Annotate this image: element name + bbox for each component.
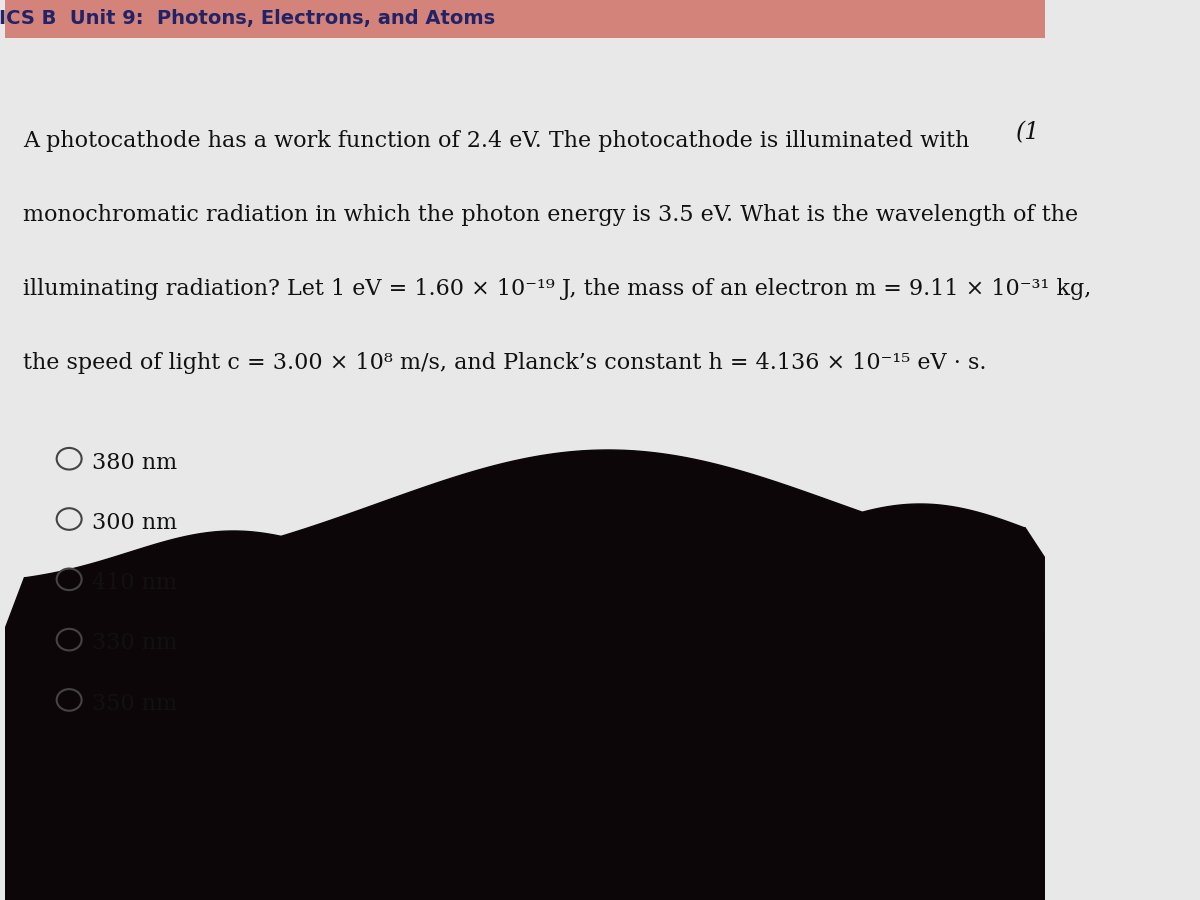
Bar bbox=[5, 0, 1045, 38]
Text: 350 nm: 350 nm bbox=[92, 693, 178, 715]
Text: (1: (1 bbox=[1015, 122, 1039, 145]
Text: 300 nm: 300 nm bbox=[92, 512, 178, 534]
Text: 330 nm: 330 nm bbox=[92, 633, 178, 654]
Polygon shape bbox=[5, 450, 1045, 900]
Text: A photocathode has a work function of 2.4 eV. The photocathode is illuminated wi: A photocathode has a work function of 2.… bbox=[23, 130, 970, 152]
Text: the speed of light c = 3.00 × 10⁸ m/s, and Planck’s constant h = 4.136 × 10⁻¹⁵ e: the speed of light c = 3.00 × 10⁸ m/s, a… bbox=[23, 352, 986, 374]
Text: 410 nm: 410 nm bbox=[92, 572, 176, 594]
Text: monochromatic radiation in which the photon energy is 3.5 eV. What is the wavele: monochromatic radiation in which the pho… bbox=[23, 204, 1079, 226]
Text: 380 nm: 380 nm bbox=[92, 452, 178, 473]
Text: ICS B  Unit 9:  Photons, Electrons, and Atoms: ICS B Unit 9: Photons, Electrons, and At… bbox=[0, 9, 496, 29]
Bar bbox=[5, 630, 1045, 900]
Text: illuminating radiation? Let 1 eV = 1.60 × 10⁻¹⁹ J, the mass of an electron m = 9: illuminating radiation? Let 1 eV = 1.60 … bbox=[23, 278, 1092, 300]
